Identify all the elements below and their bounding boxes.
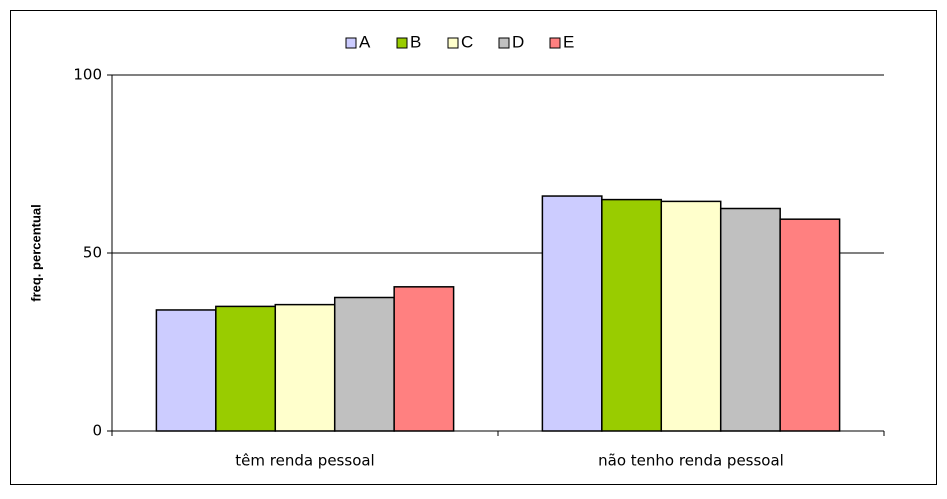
x-tick-label: têm renda pessoal <box>235 452 374 470</box>
bar <box>215 305 277 432</box>
y-axis-label: freq. percentual <box>28 204 43 302</box>
legend-swatch <box>549 37 561 49</box>
y-tick-label: 100 <box>73 66 102 84</box>
bar <box>333 296 395 432</box>
bar <box>393 286 455 432</box>
bar <box>660 200 722 432</box>
bar <box>155 309 217 432</box>
legend-swatch <box>396 37 408 49</box>
bar <box>719 207 781 432</box>
legend-label: D <box>512 32 524 51</box>
legend-label: A <box>359 32 371 51</box>
y-tick-label: 50 <box>83 244 102 262</box>
legend-label: B <box>410 32 421 51</box>
legend-swatch <box>345 37 357 49</box>
bar <box>541 195 603 432</box>
x-tick-label: não tenho renda pessoal <box>598 452 784 470</box>
y-tick-label: 0 <box>92 422 102 440</box>
legend-swatch <box>498 37 510 49</box>
bar <box>779 218 841 432</box>
legend-label: E <box>563 32 574 51</box>
bar <box>601 198 663 432</box>
legend-swatch <box>447 37 459 49</box>
bar <box>274 303 336 432</box>
legend-label: C <box>461 32 473 51</box>
